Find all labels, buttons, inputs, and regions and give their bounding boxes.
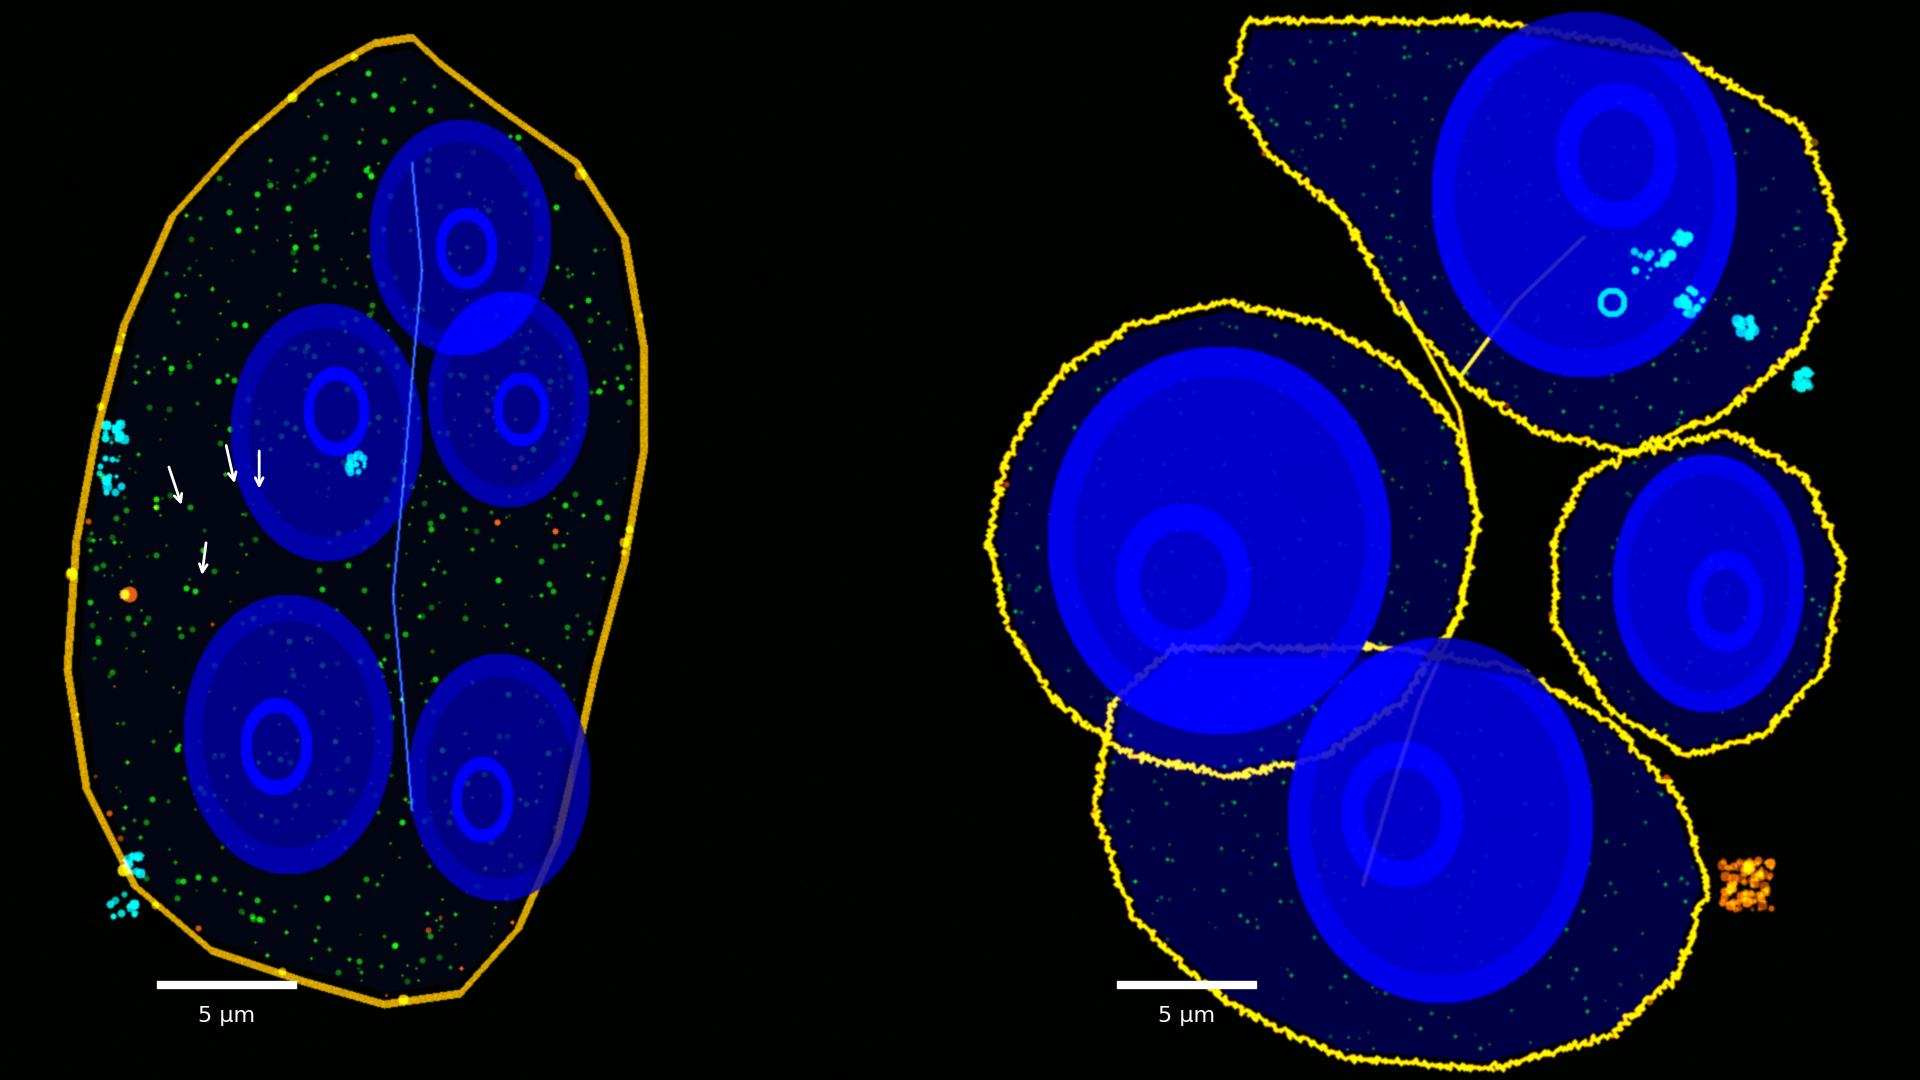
Text: 5 μm: 5 μm [198, 1007, 255, 1026]
Bar [1117, 981, 1256, 988]
Text: 5 μm: 5 μm [1158, 1007, 1215, 1026]
Bar [157, 981, 296, 988]
